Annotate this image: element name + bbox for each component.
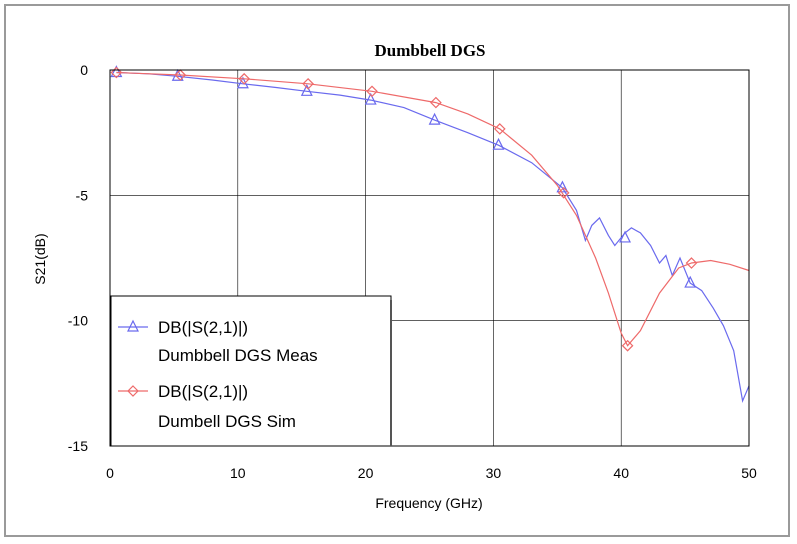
legend-meas-subtitle: Dumbbell DGS Meas bbox=[158, 346, 318, 365]
y-tick-label: -15 bbox=[68, 438, 88, 454]
tick-labels: 0 10 20 30 40 50 0 -5 -10 -15 bbox=[68, 62, 757, 481]
chart-title: Dumbbell DGS bbox=[375, 41, 486, 60]
legend-meas-marker bbox=[127, 319, 139, 332]
legend-sim-name: DB(|S(2,1)|) bbox=[158, 382, 248, 401]
chart-frame bbox=[4, 4, 790, 537]
meas-marker-point bbox=[364, 92, 377, 105]
sim-marker-point bbox=[174, 69, 187, 81]
series-layer bbox=[110, 65, 750, 403]
meas-marker-point bbox=[619, 230, 632, 243]
legend-meas-name: DB(|S(2,1)|) bbox=[158, 318, 248, 337]
meas-marker-point bbox=[684, 275, 697, 288]
y-axis-label: S21(dB) bbox=[32, 233, 48, 284]
x-tick-label: 10 bbox=[230, 465, 246, 481]
x-tick-label: 30 bbox=[486, 465, 502, 481]
sim-marker-point bbox=[557, 186, 570, 199]
meas-marker-point bbox=[300, 83, 313, 96]
y-tick-label: -5 bbox=[76, 187, 89, 203]
sim-marker-point bbox=[493, 123, 506, 135]
sim-marker-point bbox=[238, 72, 251, 85]
legend-sim-subtitle: Dumbell DGS Sim bbox=[158, 412, 296, 431]
sim-marker-point bbox=[110, 66, 123, 79]
x-axis-label: Frequency (GHz) bbox=[375, 495, 482, 511]
sim-marker-point bbox=[302, 77, 314, 90]
x-tick-label: 50 bbox=[741, 465, 757, 481]
meas-marker-point bbox=[492, 137, 505, 150]
legend-box bbox=[110, 295, 392, 447]
series-line-meas bbox=[116, 71, 750, 403]
sim-marker-point bbox=[430, 96, 442, 109]
legend: DB(|S(2,1)|) Dumbbell DGS Meas DB(|S(2,1… bbox=[110, 295, 392, 447]
plot-border bbox=[109, 69, 750, 447]
legend-sim-marker bbox=[127, 385, 139, 397]
sim-marker-point bbox=[685, 257, 698, 269]
y-tick-label: -10 bbox=[68, 313, 88, 329]
meas-marker-point bbox=[110, 65, 123, 78]
sim-marker-point bbox=[366, 85, 378, 98]
sim-marker-point bbox=[621, 339, 634, 352]
x-tick-label: 40 bbox=[613, 465, 629, 481]
series-line-sim bbox=[116, 71, 750, 347]
meas-marker-point bbox=[428, 112, 441, 125]
meas-marker-point bbox=[556, 180, 569, 193]
y-tick-label: 0 bbox=[80, 62, 88, 78]
x-tick-label: 0 bbox=[106, 465, 114, 481]
x-tick-label: 20 bbox=[358, 465, 374, 481]
